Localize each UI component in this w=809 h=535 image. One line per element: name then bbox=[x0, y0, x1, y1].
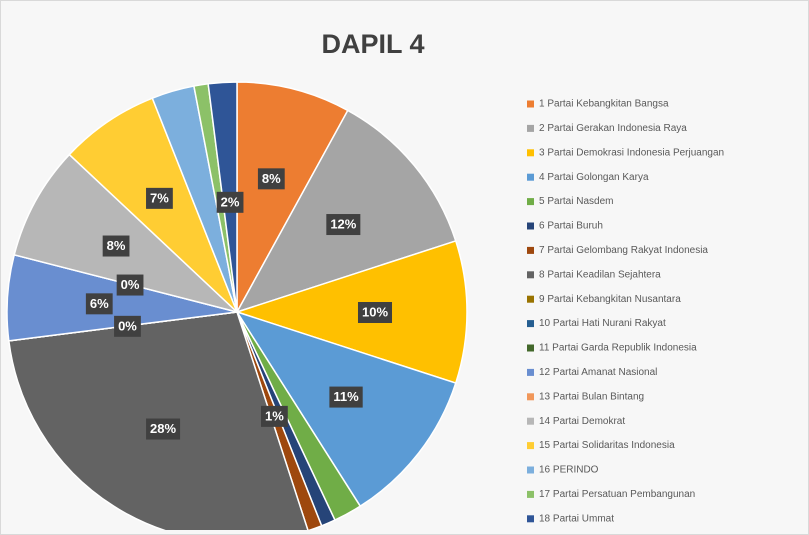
chart-title: DAPIL 4 bbox=[321, 29, 424, 59]
legend-label: 3 Partai Demokrasi Indonesia Perjuangan bbox=[539, 147, 724, 158]
legend-label: 14 Partai Demokrat bbox=[539, 416, 625, 427]
data-label-box bbox=[116, 274, 144, 296]
pie-slice bbox=[235, 310, 457, 508]
data-label: 6% bbox=[85, 293, 113, 315]
legend-swatch bbox=[527, 271, 534, 279]
pie-slice bbox=[234, 239, 468, 385]
pie-slice bbox=[235, 109, 457, 314]
data-label-text: 1% bbox=[265, 408, 284, 423]
legend-swatch bbox=[527, 344, 534, 352]
legend-label: 4 Partai Golongan Karya bbox=[539, 172, 649, 183]
data-label-text: 6% bbox=[90, 296, 109, 311]
legend-label: 18 Partai Ummat bbox=[539, 513, 614, 524]
legend-swatch bbox=[527, 295, 534, 303]
legend-label: 16 PERINDO bbox=[539, 465, 599, 476]
legend-swatch bbox=[527, 490, 534, 498]
data-label-box bbox=[146, 418, 181, 440]
legend-swatch bbox=[527, 124, 534, 132]
data-label: 2% bbox=[216, 191, 244, 213]
legend-swatch bbox=[527, 222, 534, 230]
data-label-text: 28% bbox=[150, 421, 176, 436]
data-label: 0% bbox=[116, 274, 144, 296]
legend-swatch bbox=[527, 149, 534, 157]
pie bbox=[6, 81, 468, 530]
legend-label: 17 Partai Persatuan Pembangunan bbox=[539, 489, 695, 500]
legend-label: 12 Partai Amanat Nasional bbox=[539, 367, 657, 378]
data-label-text: 8% bbox=[107, 238, 126, 253]
legend-label: 15 Partai Solidaritas Indonesia bbox=[539, 440, 675, 451]
pie-slice bbox=[236, 81, 349, 313]
pie-slice bbox=[13, 153, 238, 313]
legend-label: 9 Partai Kebangkitan Nusantara bbox=[539, 294, 681, 305]
data-label: 8% bbox=[257, 168, 285, 190]
legend-label: 2 Partai Gerakan Indonesia Raya bbox=[539, 123, 687, 134]
legend-swatch bbox=[527, 442, 534, 450]
data-label-text: 11% bbox=[333, 389, 359, 404]
legend-label: 7 Partai Gelombang Rakyat Indonesia bbox=[539, 245, 708, 256]
data-label-text: 0% bbox=[118, 318, 137, 333]
legend-swatch bbox=[527, 198, 534, 206]
legend-swatch bbox=[527, 320, 534, 328]
data-label-box bbox=[357, 302, 393, 323]
data-label-box bbox=[146, 187, 173, 209]
data-label: 28% bbox=[146, 418, 181, 440]
data-label: 11% bbox=[329, 386, 363, 408]
data-label-text: 10% bbox=[362, 304, 388, 319]
legend-swatch bbox=[527, 173, 534, 181]
data-label: 12% bbox=[326, 214, 361, 236]
legend-label: 5 Partai Nasdem bbox=[539, 196, 613, 207]
legend-swatch bbox=[527, 466, 534, 474]
legend-label: 10 Partai Hati Nurani Rakyat bbox=[539, 318, 666, 329]
data-label-box bbox=[257, 168, 285, 190]
data-label-box bbox=[216, 191, 244, 213]
legend-label: 11 Partai Garda Republik Indonesia bbox=[539, 343, 697, 354]
legend-swatch bbox=[527, 515, 534, 523]
data-label-box bbox=[114, 315, 141, 337]
legend-swatch bbox=[527, 393, 534, 401]
data-label: 1% bbox=[260, 405, 288, 427]
data-label-box bbox=[329, 386, 363, 408]
data-label-text: 7% bbox=[150, 190, 169, 205]
legend-swatch bbox=[527, 417, 534, 425]
data-label: 8% bbox=[102, 235, 130, 257]
legend-swatch bbox=[527, 368, 534, 376]
data-label-box bbox=[102, 235, 130, 257]
legend-swatch bbox=[527, 100, 534, 108]
data-label-box bbox=[326, 214, 361, 236]
data-label-text: 12% bbox=[330, 216, 356, 231]
legend-label: 1 Partai Kebangkitan Bangsa bbox=[539, 99, 669, 110]
data-label: 0% bbox=[114, 315, 141, 337]
data-label-text: 2% bbox=[221, 194, 240, 209]
data-label: 10% bbox=[357, 302, 393, 323]
legend-label: 6 Partai Buruh bbox=[539, 221, 603, 232]
data-label: 7% bbox=[146, 187, 173, 209]
data-label-box bbox=[85, 293, 113, 315]
legend-label: 8 Partai Keadilan Sejahtera bbox=[539, 269, 661, 280]
data-label-text: 0% bbox=[121, 277, 140, 292]
legend-label: 13 Partai Bulan Bintang bbox=[539, 391, 644, 402]
data-label-box bbox=[260, 405, 288, 427]
data-label-text: 8% bbox=[262, 171, 281, 186]
legend-swatch bbox=[527, 246, 534, 254]
